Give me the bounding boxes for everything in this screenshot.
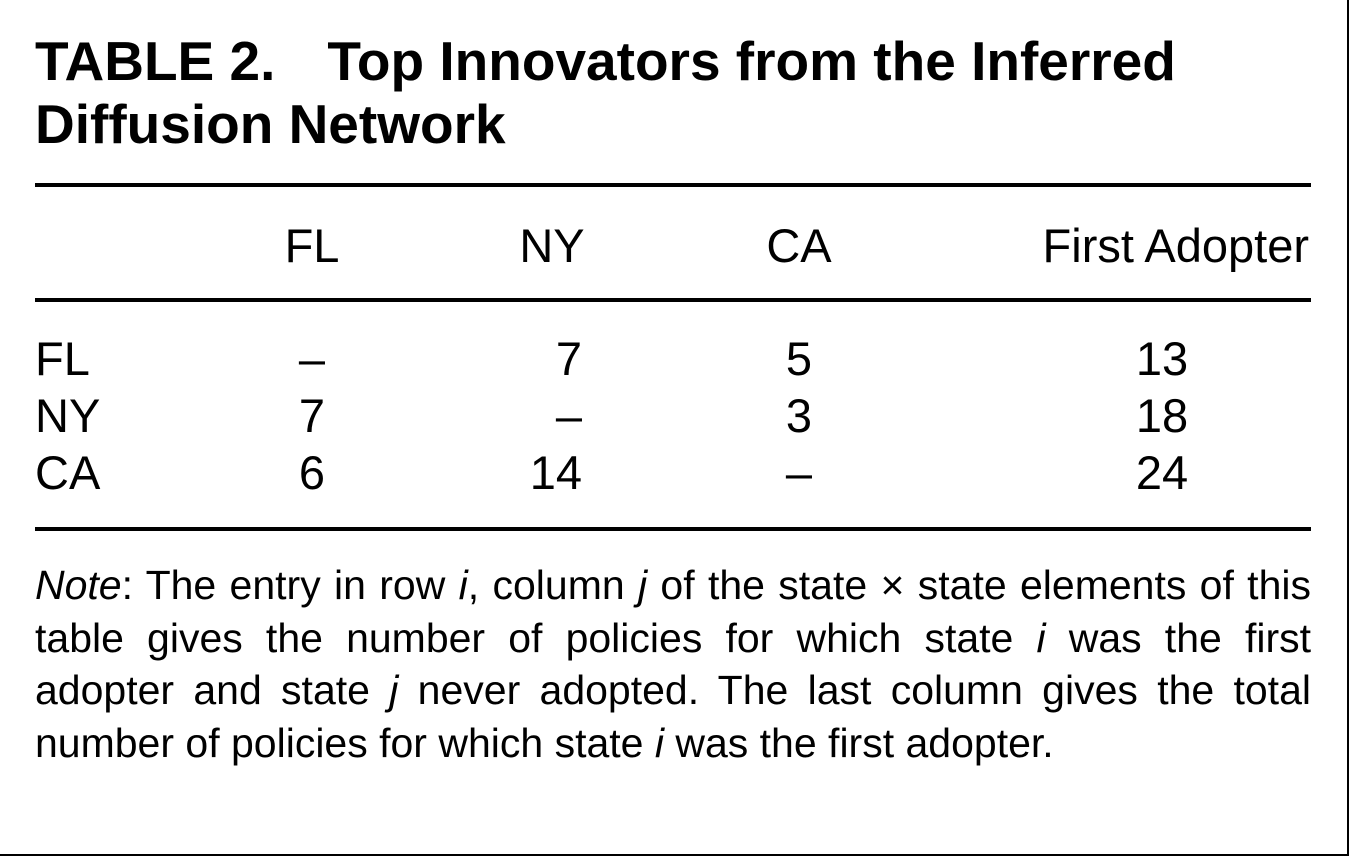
- bottom-rule: [35, 527, 1311, 531]
- column-header-fl: FL: [284, 219, 340, 272]
- header-rule: [35, 298, 1311, 302]
- note-lead: Note: [35, 562, 122, 608]
- note-var-i-1: i: [458, 562, 468, 608]
- row-label-ca: CA: [35, 446, 101, 499]
- note-text-4: was the first adopter and state: [35, 614, 1311, 714]
- cell-ca-fl: 6: [298, 446, 326, 499]
- cell-fl-first-adopter: 13: [1135, 332, 1189, 385]
- note-text-2: , column: [467, 562, 638, 608]
- cell-ny-fl: 7: [298, 389, 326, 442]
- column-header-first-adopter: First Adopter: [1042, 219, 1309, 272]
- row-label-fl: FL: [35, 332, 90, 385]
- column-header-ny: NY: [519, 219, 585, 272]
- top-rule: [35, 183, 1311, 187]
- table-title: TABLE 2. Top Innovators from the Inferred…: [35, 30, 1315, 156]
- column-header-ca: CA: [766, 219, 832, 272]
- cell-ca-ny: 14: [529, 446, 582, 499]
- cell-fl-ny: 7: [555, 332, 582, 385]
- cell-ny-ny: –: [555, 389, 582, 442]
- note-var-j-1: j: [638, 562, 648, 608]
- cell-ny-ca: 3: [785, 389, 813, 442]
- note-text-5: never adopted. The last column gives the…: [35, 667, 1311, 766]
- note-var-j-2: j: [389, 667, 399, 713]
- table-note: Note: The entry in row i, column j of th…: [35, 559, 1311, 769]
- cell-fl-fl: –: [298, 332, 326, 385]
- row-label-ny: NY: [35, 389, 101, 442]
- cell-ca-first-adopter: 24: [1135, 446, 1189, 499]
- table-title-text: Top Innovators from the Inferred Diffusi…: [35, 30, 1176, 155]
- table-number: TABLE 2.: [35, 30, 276, 92]
- note-text-3: of the state × state elements of this ta…: [35, 562, 1311, 661]
- note-text-6: was the first adopter.: [663, 719, 1054, 766]
- cell-ny-first-adopter: 18: [1135, 389, 1189, 442]
- note-var-i-2: i: [1036, 614, 1046, 661]
- cell-ca-ca: –: [785, 446, 813, 499]
- cell-fl-ca: 5: [785, 332, 813, 385]
- note-text-1: : The entry in row: [121, 562, 459, 608]
- note-var-i-3: i: [654, 719, 664, 766]
